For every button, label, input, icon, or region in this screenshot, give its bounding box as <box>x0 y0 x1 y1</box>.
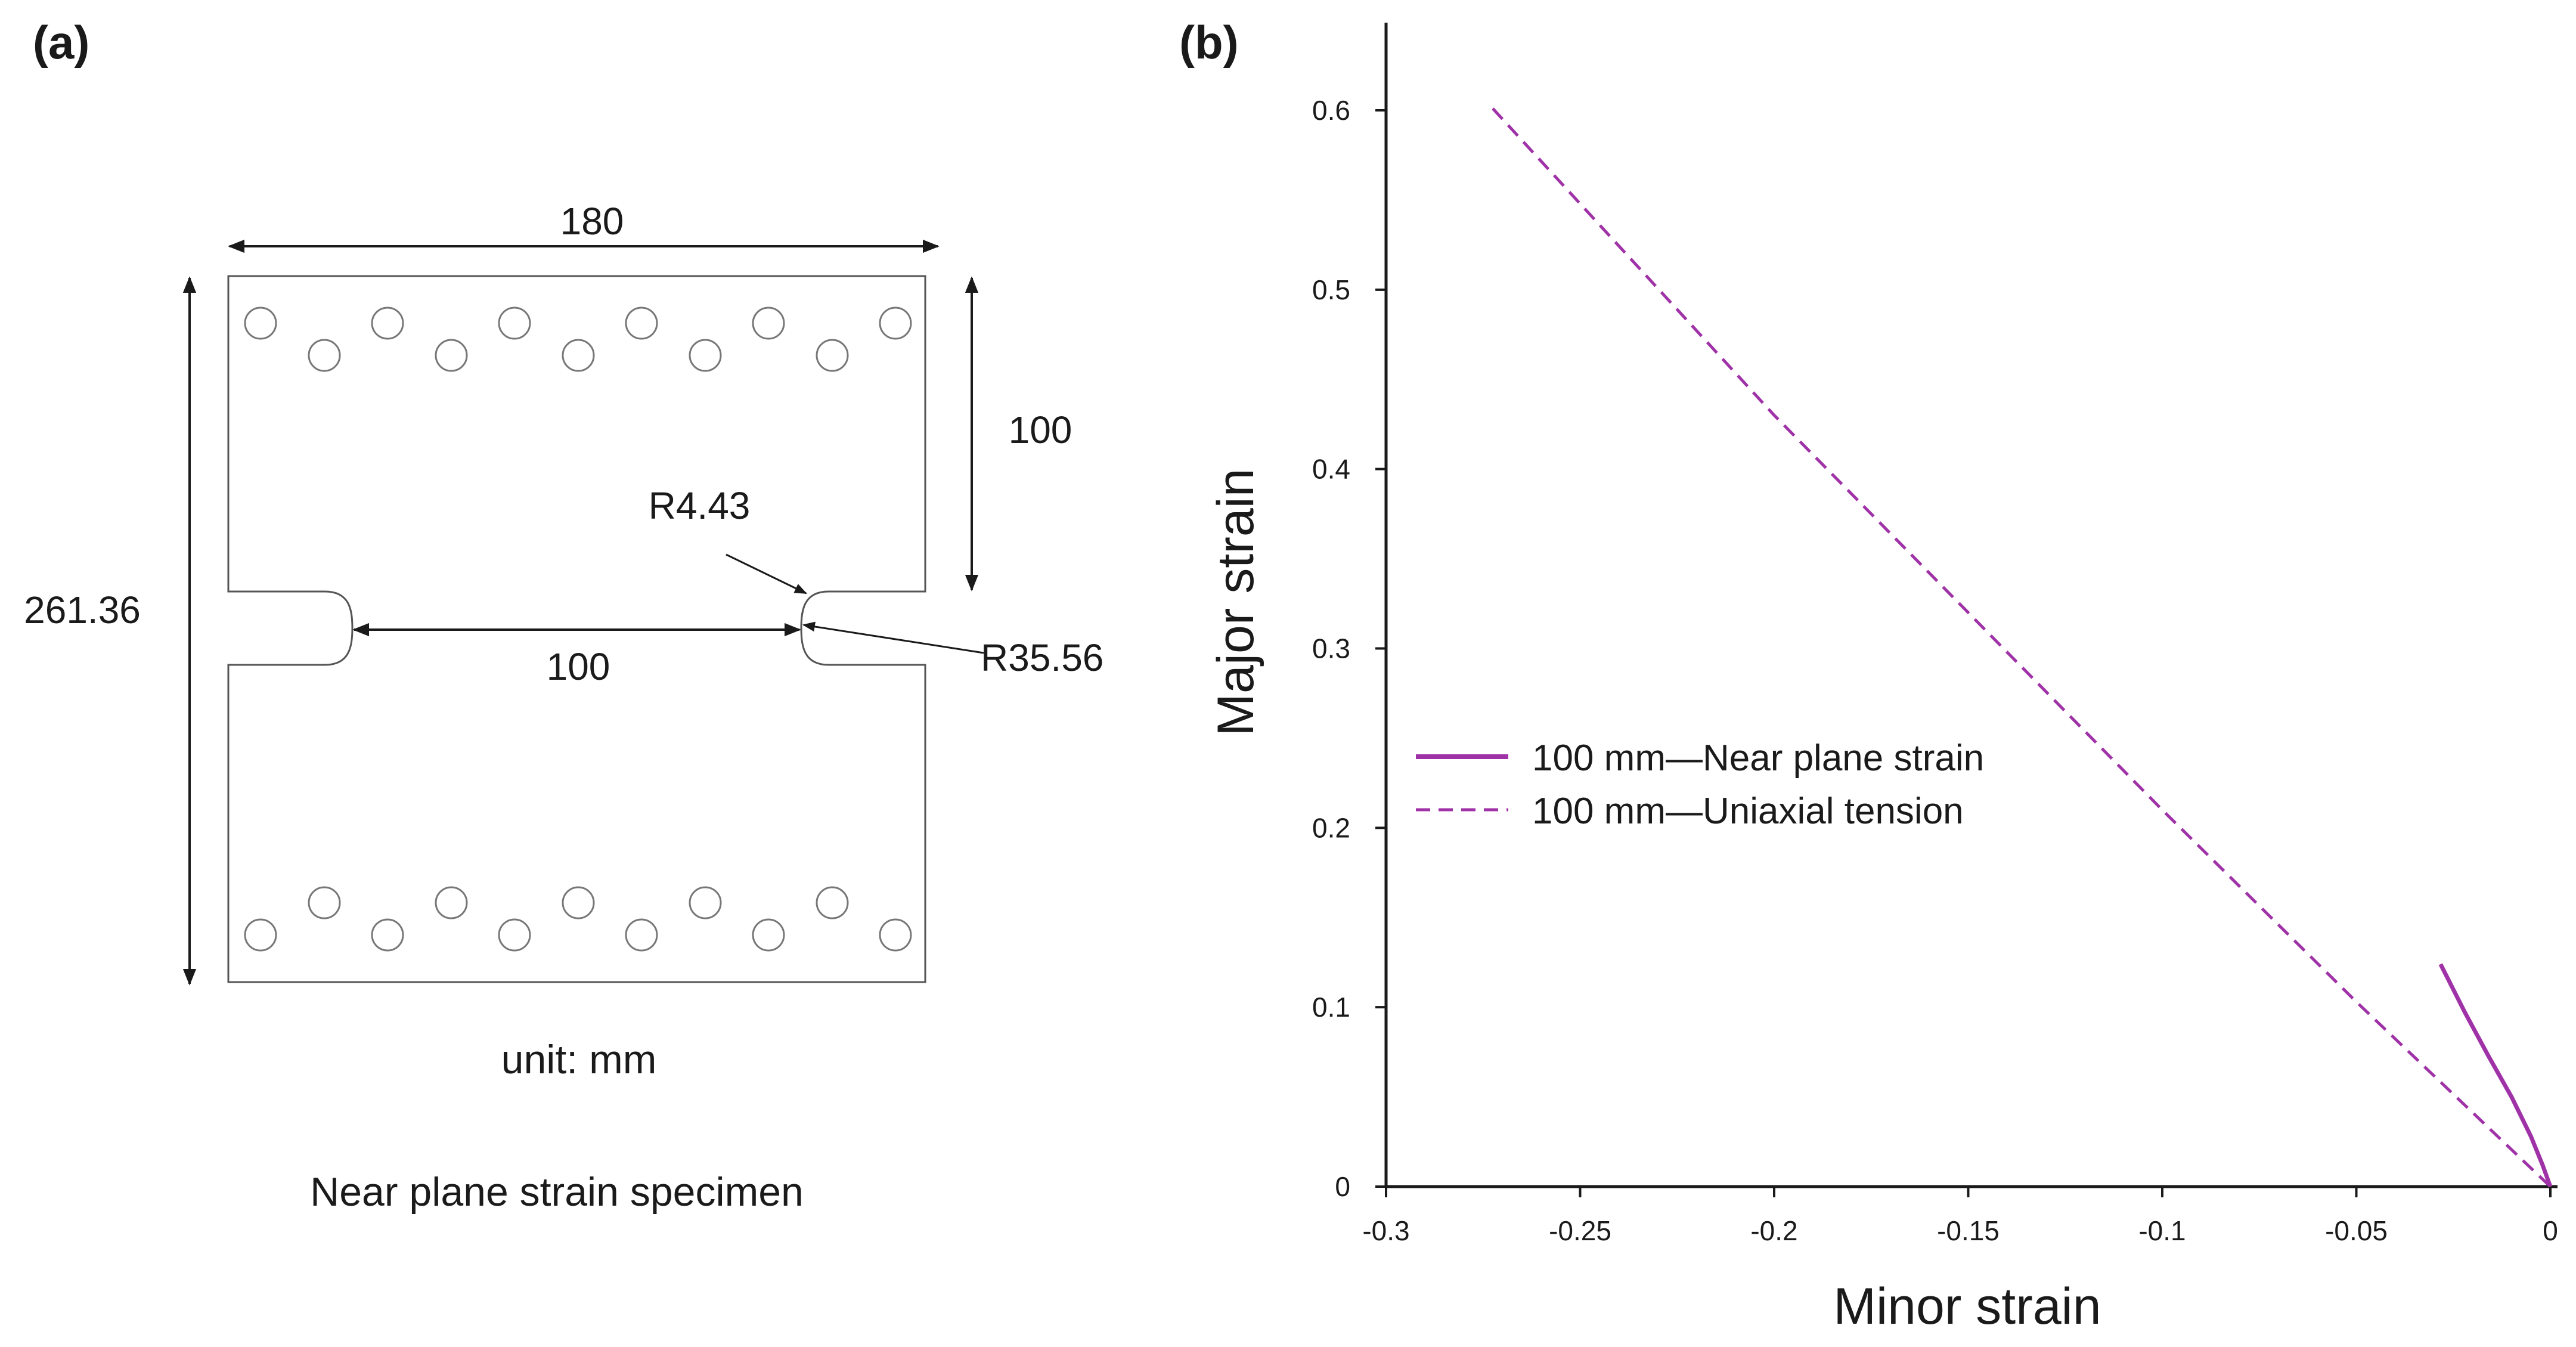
bolt-hole <box>308 339 341 372</box>
width-label: 180 <box>560 200 624 243</box>
x-axis-title: Minor strain <box>1833 1278 2101 1335</box>
y-tick-label: 0.6 <box>1312 95 1350 126</box>
panel-b: (b) -0.3 -0.25 -0.2 -0.15 -0.1 -0.05 0 0 0.1 0.2… <box>1179 16 2558 1335</box>
bolt-hole <box>371 918 404 952</box>
bolt-hole <box>308 886 341 919</box>
x-tick-label: -0.3 <box>1362 1215 1409 1246</box>
x-ticks: -0.3 -0.25 -0.2 -0.15 -0.1 -0.05 0 <box>1362 1187 2558 1246</box>
legend-label-near-plane-strain: 100 mm—Near plane strain <box>1532 738 1984 779</box>
radius-small-leader <box>726 553 807 594</box>
specimen-outline <box>227 275 926 983</box>
bolt-hole <box>562 886 595 919</box>
bolt-hole <box>879 918 912 952</box>
x-tick-label: -0.1 <box>2138 1215 2186 1246</box>
bolt-hole <box>435 339 468 372</box>
bolt-hole <box>625 306 658 340</box>
bolt-hole <box>879 306 912 340</box>
panel-a-label: (a) <box>33 16 89 69</box>
bolt-hole <box>752 306 785 340</box>
unit-label: unit: mm <box>501 1037 657 1082</box>
series-uniaxial-tension <box>1492 107 2552 1188</box>
panel-b-label: (b) <box>1179 16 1239 69</box>
bolt-hole <box>244 918 277 952</box>
bolt-hole <box>498 306 531 340</box>
y-tick-label: 0.2 <box>1312 812 1350 843</box>
radius-small-label: R4.43 <box>649 484 751 527</box>
y-ticks: 0 0.1 0.2 0.3 0.4 0.5 0.6 <box>1312 95 1386 1202</box>
x-tick-label: 0 <box>2543 1215 2558 1246</box>
y-tick-label: 0.5 <box>1312 274 1350 305</box>
bolt-hole <box>689 886 722 919</box>
bolt-hole <box>752 918 785 952</box>
gauge-label: 100 <box>547 645 610 688</box>
radius-large-leader <box>802 621 984 654</box>
bolt-hole <box>816 886 849 919</box>
bolt-hole <box>371 306 404 340</box>
series-layer <box>1492 107 2553 1188</box>
bolt-hole <box>498 918 531 952</box>
bolt-hole <box>816 339 849 372</box>
panel-a: (a) <box>24 16 1103 1215</box>
y-tick-label: 0.1 <box>1312 992 1350 1023</box>
specimen-caption: Near plane strain specimen <box>310 1169 804 1215</box>
top-holes <box>244 306 912 372</box>
y-tick-label: 0.3 <box>1312 633 1350 664</box>
y-axis-title: Major strain <box>1207 468 1264 736</box>
height-label: 261.36 <box>24 589 141 631</box>
x-tick-label: -0.25 <box>1549 1215 1611 1246</box>
bolt-hole <box>625 918 658 952</box>
series-near-plane-strain <box>2438 963 2553 1188</box>
y-tick-label: 0 <box>1335 1171 1350 1202</box>
bolt-hole <box>689 339 722 372</box>
legend-label-uniaxial-tension: 100 mm—Uniaxial tension <box>1532 791 1964 832</box>
radius-large-label: R35.56 <box>981 636 1103 679</box>
x-tick-label: -0.2 <box>1750 1215 1797 1246</box>
bolt-hole <box>244 306 277 340</box>
x-tick-label: -0.05 <box>2325 1215 2388 1246</box>
bottom-holes <box>244 886 912 952</box>
bolt-hole <box>435 886 468 919</box>
upper-label: 100 <box>1009 408 1072 451</box>
bolt-hole <box>562 339 595 372</box>
x-tick-label: -0.15 <box>1937 1215 2000 1246</box>
legend: 100 mm—Near plane strain 100 mm—Uniaxial… <box>1416 738 1984 832</box>
y-tick-label: 0.4 <box>1312 454 1350 485</box>
